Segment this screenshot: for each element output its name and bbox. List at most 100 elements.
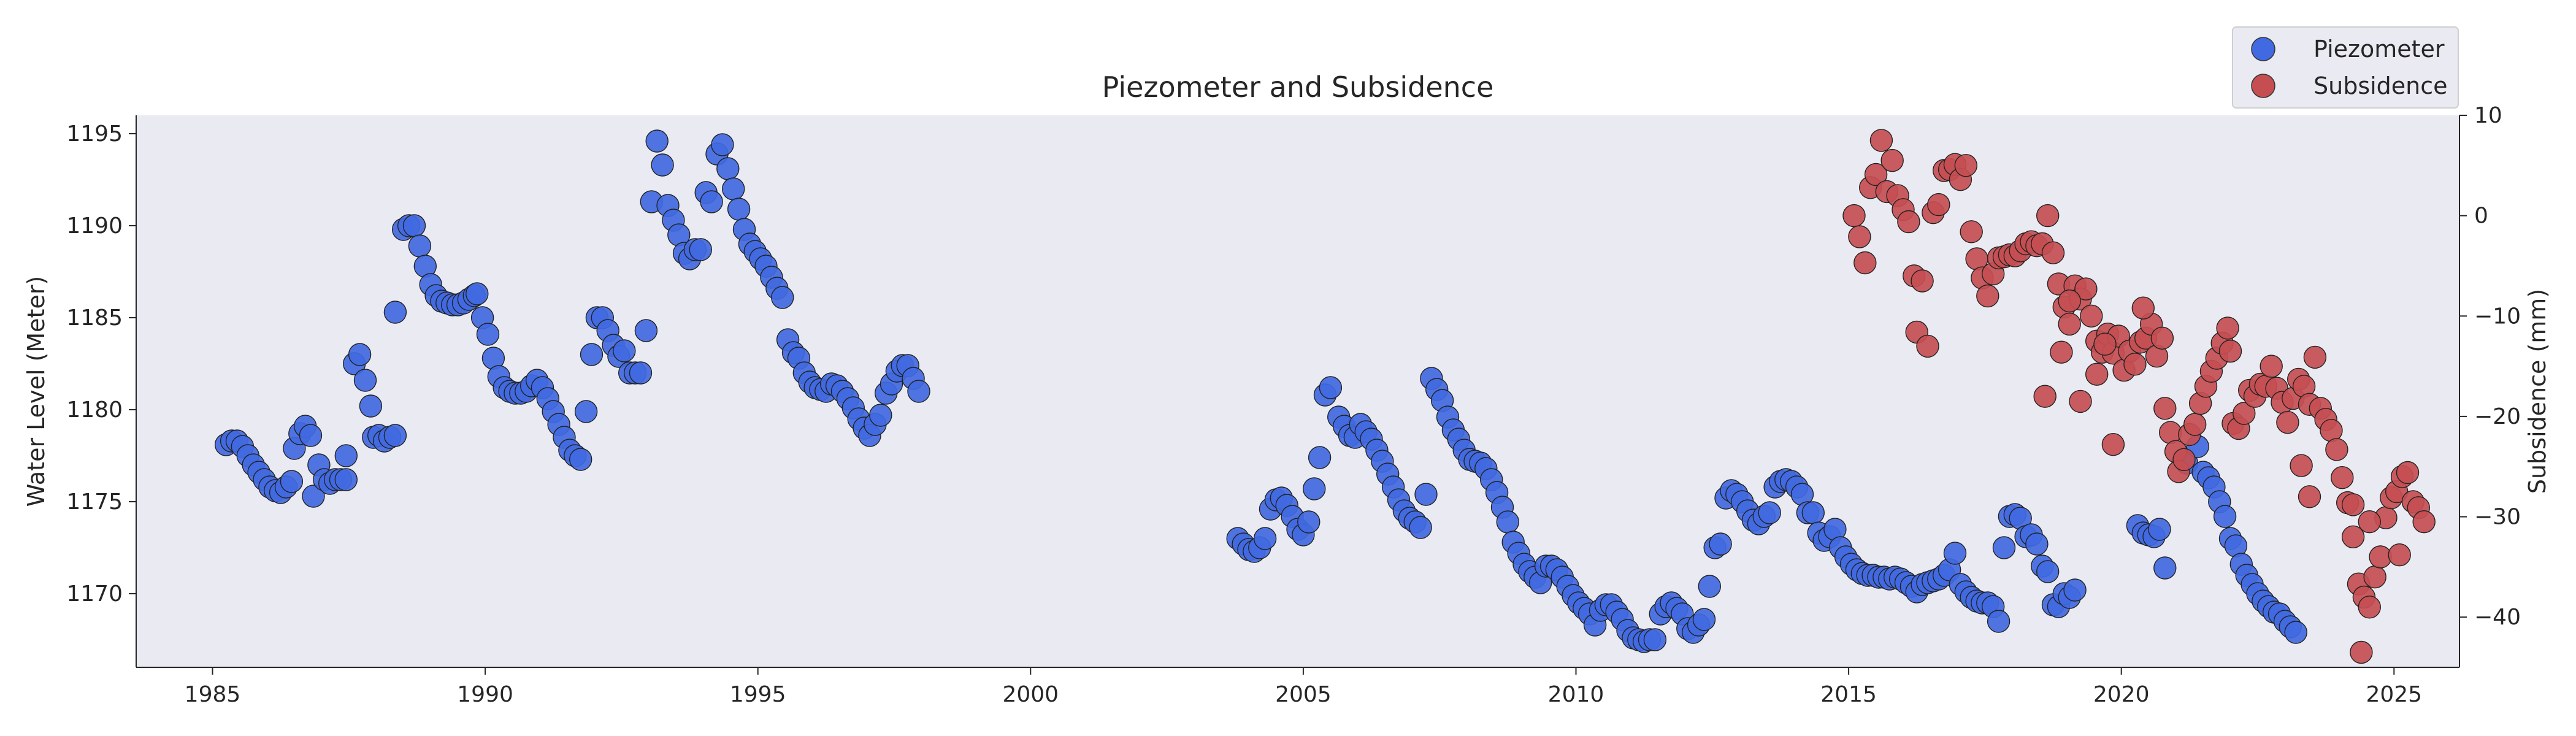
right-y-axis: 10 0 −10 −20 −30 −40 [2459, 103, 2521, 667]
data-point [1308, 446, 1332, 469]
data-point [2074, 277, 2098, 301]
data-point [869, 404, 892, 427]
data-point [2101, 433, 2125, 456]
data-point [408, 234, 432, 258]
data-point [629, 361, 653, 385]
data-point [2036, 560, 2060, 583]
x-tick-label: 1990 [457, 682, 513, 707]
data-point [1848, 225, 1871, 248]
data-point [2363, 565, 2386, 589]
plot-area [136, 115, 2459, 667]
data-point [383, 424, 407, 447]
data-point [2412, 510, 2436, 534]
data-point [2041, 241, 2065, 264]
data-point [383, 301, 407, 324]
data-point [2153, 397, 2177, 420]
legend-marker-subsidence [2251, 74, 2275, 98]
data-point [2093, 332, 2117, 356]
data-point [1864, 163, 1888, 186]
x-tick-label: 2005 [1275, 682, 1332, 707]
data-point [1319, 376, 1343, 399]
data-point [1992, 536, 2016, 559]
data-point [2036, 204, 2060, 228]
data-point [711, 133, 734, 156]
data-point [2233, 402, 2256, 425]
data-point [721, 177, 745, 201]
x-tick-label: 2000 [1002, 682, 1059, 707]
left-tick-label: 1190 [66, 213, 123, 239]
data-point [2069, 389, 2092, 413]
data-point [1880, 148, 1904, 172]
data-point [2080, 304, 2103, 328]
data-point [334, 468, 358, 491]
data-point [476, 323, 500, 346]
data-point [1916, 334, 1939, 358]
right-tick-label: 0 [2474, 204, 2488, 229]
data-point [1302, 477, 1326, 500]
x-tick-label: 2015 [1820, 682, 1877, 707]
data-point [348, 343, 372, 366]
data-point [2218, 339, 2242, 363]
data-point [700, 190, 723, 213]
data-point [1897, 210, 1920, 234]
data-point [2131, 296, 2155, 320]
data-point [716, 157, 740, 180]
data-point [2350, 640, 2373, 664]
data-point [2290, 454, 2313, 477]
data-point [2276, 411, 2299, 434]
data-point [2284, 621, 2307, 644]
data-point [2183, 413, 2207, 436]
data-point [302, 485, 325, 508]
data-point [1976, 284, 1999, 308]
legend-label-piezometer: Piezometer [2313, 36, 2445, 63]
legend-marker-piezometer [2251, 37, 2275, 61]
data-point [1927, 193, 1950, 217]
data-point [613, 339, 636, 362]
data-point [2369, 545, 2392, 569]
data-point [2033, 385, 2057, 408]
data-point [2213, 505, 2237, 528]
data-point [1709, 532, 1732, 556]
left-y-axis: 1170 1175 1180 1185 1190 1195 [66, 115, 137, 667]
data-point [2025, 532, 2049, 556]
data-point [2320, 419, 2343, 442]
right-tick-label: −20 [2474, 404, 2521, 429]
legend-label-subsidence: Subsidence [2313, 72, 2448, 99]
data-point [2358, 596, 2382, 619]
data-point [2260, 355, 2283, 378]
left-tick-label: 1185 [66, 305, 123, 331]
x-tick-label: 2020 [2093, 682, 2150, 707]
data-point [2123, 353, 2147, 376]
data-point [2303, 345, 2327, 369]
data-point [2172, 448, 2196, 471]
data-point [1297, 510, 1321, 534]
data-point [651, 153, 674, 177]
left-tick-label: 1175 [66, 489, 123, 515]
data-point [2341, 493, 2365, 516]
data-point [299, 424, 323, 447]
data-point [280, 470, 304, 493]
data-point [1943, 542, 1967, 565]
x-axis: 1985 1990 1995 2000 2005 2010 2015 2020 2025 [136, 667, 2459, 707]
right-axis-label: Subsidence (mm) [2524, 289, 2551, 494]
data-point [2058, 312, 2081, 336]
data-point [1911, 269, 1934, 293]
data-point [2325, 438, 2348, 461]
data-point [907, 380, 930, 403]
data-point [2153, 556, 2177, 580]
data-point [1987, 610, 2011, 633]
left-tick-label: 1195 [66, 121, 123, 147]
data-point [645, 129, 669, 153]
data-point [359, 394, 383, 418]
data-point [1960, 220, 1983, 243]
data-point [1801, 501, 1825, 524]
data-point [1643, 628, 1667, 651]
x-tick-label: 2010 [1548, 682, 1604, 707]
x-tick-label: 1995 [730, 682, 786, 707]
data-point [2388, 543, 2411, 567]
data-point [1698, 575, 1722, 598]
data-point [1869, 129, 1893, 152]
data-point [1409, 516, 1432, 539]
left-axis-label: Water Level (Meter) [23, 276, 50, 507]
